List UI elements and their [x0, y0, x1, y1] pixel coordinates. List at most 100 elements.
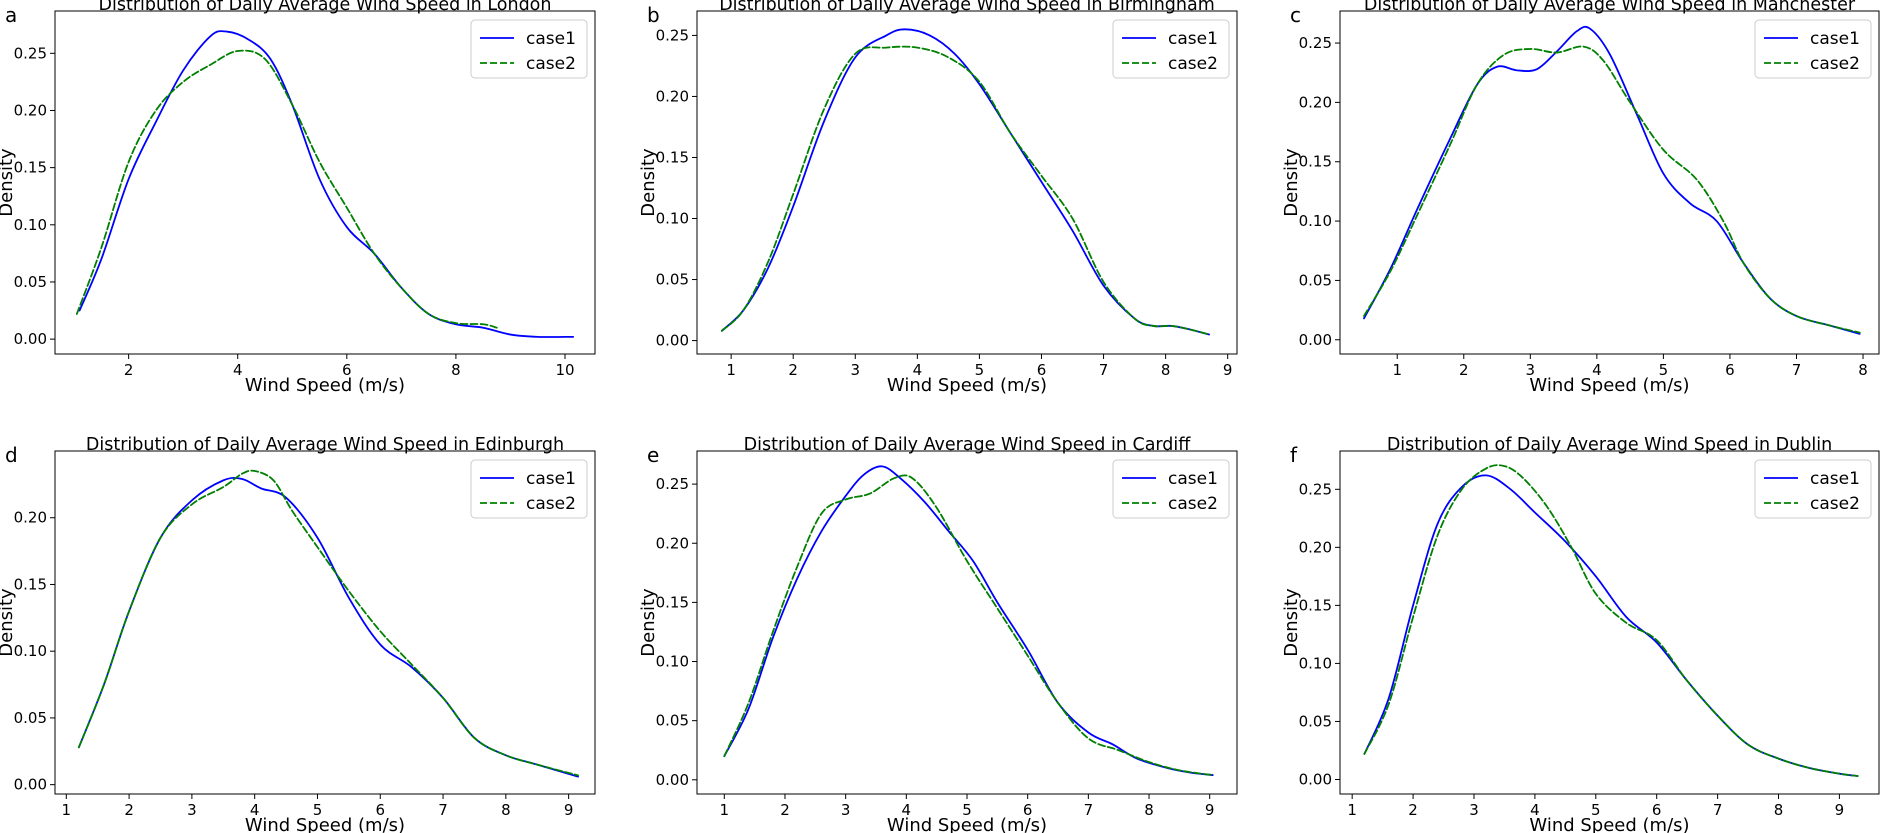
x-tick-label: 8	[1858, 361, 1868, 379]
y-tick-label: 0.00	[1299, 770, 1332, 788]
panel-letter: a	[5, 3, 17, 27]
chart-panel-a: a Distribution of Daily Average Wind Spee…	[0, 0, 596, 396]
x-tick-label: 9	[1223, 361, 1233, 379]
y-axis-label: Density	[1281, 588, 1302, 657]
axes-frame	[1339, 10, 1880, 355]
y-tick-label: 0.00	[656, 771, 689, 789]
x-axis-label: Wind Speed (m/s)	[887, 815, 1047, 833]
series-line-case1	[77, 476, 579, 778]
y-tick-label: 0.00	[656, 332, 689, 350]
y-tick-label: 0.10	[1299, 654, 1332, 672]
x-axis-label: Wind Speed (m/s)	[245, 815, 405, 833]
series-line-case1	[78, 30, 575, 338]
x-tick-label: 5	[313, 801, 323, 819]
chart-title: Distribution of Daily Average Wind Speed…	[719, 0, 1215, 15]
x-tick-label: 6	[375, 801, 385, 819]
x-tick-label: 3	[187, 801, 197, 819]
x-tick-label: 10	[555, 361, 574, 379]
chart-title: Distribution of Daily Average Wind Speed…	[99, 0, 552, 15]
x-axis-label: Wind Speed (m/s)	[1529, 375, 1689, 396]
y-tick-label: 0.00	[1299, 331, 1332, 349]
legend-label-case2: case2	[526, 494, 576, 514]
x-tick-label: 4	[1530, 801, 1540, 819]
panel-letter: e	[647, 443, 659, 467]
y-tick-label: 0.20	[14, 101, 47, 119]
x-tick-label: 8	[1161, 361, 1171, 379]
x-tick-label: 3	[841, 801, 851, 819]
y-tick-label: 0.10	[14, 642, 47, 660]
x-tick-label: 7	[1099, 361, 1109, 379]
series-line-case2	[720, 45, 1210, 336]
legend: case1 case2	[1112, 459, 1230, 519]
chart-panel-c: c Distribution of Daily Average Wind Spee…	[1281, 0, 1880, 396]
legend: case1 case2	[470, 19, 588, 79]
y-tick-label: 0.15	[14, 159, 47, 177]
panel-letter: d	[5, 443, 18, 467]
y-tick-label: 0.25	[656, 26, 689, 44]
x-tick-label: 5	[962, 801, 972, 819]
x-tick-label: 6	[1037, 361, 1047, 379]
x-tick-label: 5	[1591, 801, 1601, 819]
legend: case1 case2	[1754, 459, 1872, 519]
x-tick-label: 8	[501, 801, 511, 819]
x-tick-label: 1	[1392, 361, 1402, 379]
x-tick-label: 7	[438, 801, 448, 819]
x-tick-label: 4	[250, 801, 260, 819]
x-tick-label: 3	[1526, 361, 1536, 379]
x-tick-label: 6	[1023, 801, 1033, 819]
x-axis-label: Wind Speed (m/s)	[887, 375, 1047, 396]
y-tick-label: 0.05	[14, 273, 47, 291]
x-tick-label: 2	[124, 361, 134, 379]
y-tick-label: 0.10	[656, 653, 689, 671]
y-tick-label: 0.20	[656, 534, 689, 552]
y-tick-label: 0.15	[656, 148, 689, 166]
legend-label-case1: case1	[1168, 469, 1218, 489]
chart-panel-b: b Distribution of Daily Average Wind Spee…	[638, 0, 1238, 396]
y-tick-label: 0.05	[656, 712, 689, 730]
x-tick-label: 5	[1659, 361, 1669, 379]
x-tick-label: 7	[1084, 801, 1094, 819]
y-tick-label: 0.25	[1299, 34, 1332, 52]
series-line-case2	[1363, 45, 1861, 334]
x-tick-label: 1	[726, 361, 736, 379]
y-tick-label: 0.15	[656, 593, 689, 611]
legend-label-case2: case2	[1168, 54, 1218, 74]
series-line-case1	[1363, 474, 1859, 777]
y-axis-label: Density	[0, 588, 17, 657]
x-axis-label: Wind Speed (m/s)	[245, 375, 405, 396]
x-tick-label: 8	[1774, 801, 1784, 819]
panel-letter: c	[1290, 3, 1301, 27]
x-tick-label: 4	[233, 361, 243, 379]
legend-label-case1: case1	[526, 29, 576, 49]
y-tick-label: 0.15	[1299, 596, 1332, 614]
x-tick-label: 6	[342, 361, 352, 379]
y-axis-label: Density	[638, 588, 659, 657]
x-tick-label: 6	[1725, 361, 1735, 379]
chart-title: Distribution of Daily Average Wind Speed…	[1364, 0, 1856, 15]
y-tick-label: 0.20	[1299, 538, 1332, 556]
y-tick-label: 0.15	[1299, 153, 1332, 171]
y-tick-label: 0.00	[14, 776, 47, 794]
y-tick-label: 0.05	[1299, 271, 1332, 289]
y-tick-label: 0.10	[14, 216, 47, 234]
x-tick-label: 8	[1144, 801, 1154, 819]
x-tick-label: 3	[851, 361, 861, 379]
series-line-case2	[1363, 464, 1859, 777]
x-tick-label: 9	[1205, 801, 1215, 819]
x-tick-label: 9	[1835, 801, 1845, 819]
series-line-case2	[75, 49, 498, 329]
axes-frame	[696, 10, 1238, 355]
legend-label-case1: case1	[526, 469, 576, 489]
y-axis-label: Density	[638, 148, 659, 217]
x-tick-label: 5	[975, 361, 985, 379]
legend-label-case2: case2	[526, 54, 576, 74]
legend: case1 case2	[1112, 19, 1230, 79]
y-tick-label: 0.25	[656, 475, 689, 493]
axes-frame	[54, 450, 596, 795]
legend-label-case1: case1	[1810, 469, 1860, 489]
x-tick-label: 2	[1408, 801, 1418, 819]
x-axis-label: Wind Speed (m/s)	[1529, 815, 1689, 833]
x-tick-label: 3	[1469, 801, 1479, 819]
x-tick-label: 2	[780, 801, 790, 819]
chart-title: Distribution of Daily Average Wind Speed…	[1387, 435, 1832, 455]
